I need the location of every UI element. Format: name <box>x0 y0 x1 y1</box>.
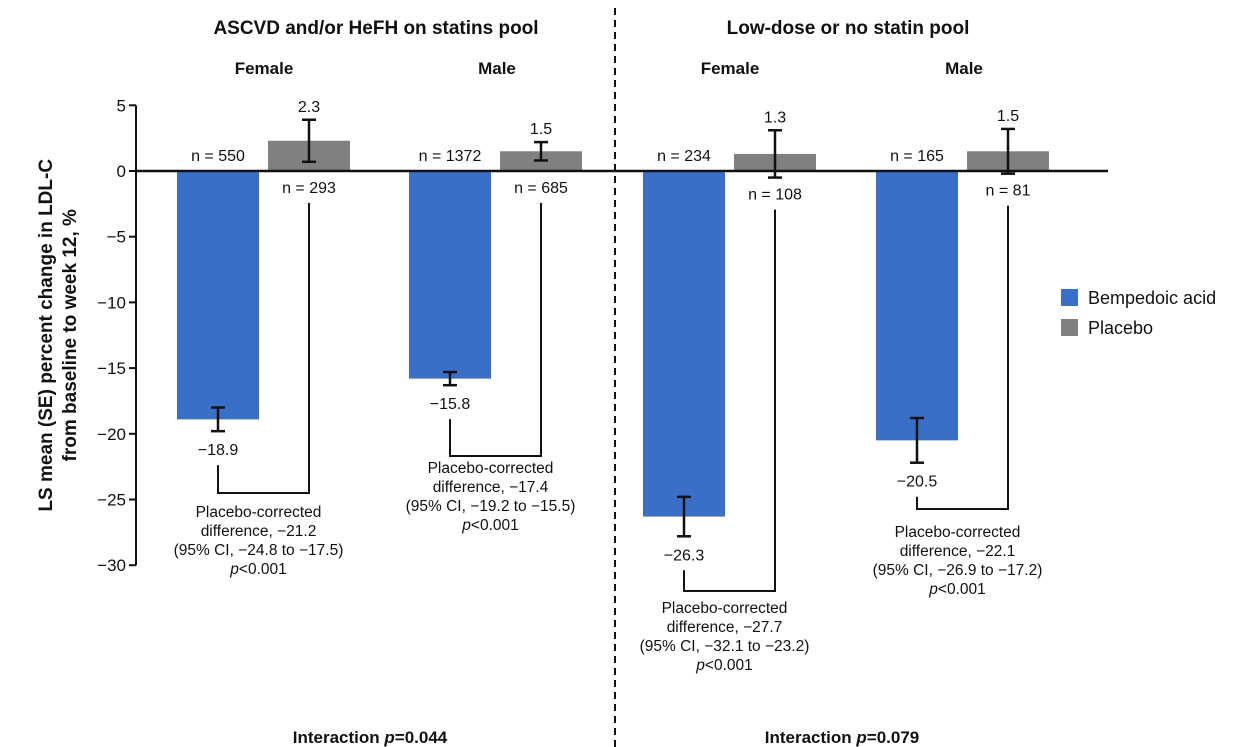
difference-text-line: difference, −17.4 <box>433 479 549 496</box>
sex-header: Male <box>945 59 983 78</box>
n-label-bempedoic-acid: n = 550 <box>191 148 245 165</box>
difference-p-part: <0.001 <box>705 657 753 674</box>
interaction-p-part: Interaction <box>293 728 385 747</box>
n-label-placebo: n = 293 <box>282 180 336 197</box>
difference-text-line: Placebo-corrected <box>662 600 788 617</box>
bar-bempedoic-acid <box>643 171 725 517</box>
n-label-bempedoic-acid: n = 234 <box>657 148 711 165</box>
interaction-p-part: Interaction <box>765 728 857 747</box>
difference-text-line: (95% CI, −26.9 to −17.2) <box>873 562 1043 579</box>
y-tick-label: −30 <box>97 556 126 575</box>
difference-p-part: <0.001 <box>938 581 986 598</box>
interaction-p-part: p <box>855 728 866 747</box>
bar-bempedoic-acid <box>409 171 491 379</box>
error-bar-bempedoic-acid <box>910 416 924 464</box>
difference-bracket <box>449 203 542 457</box>
y-axis-title-line: from baseline to week 12, % <box>60 209 81 461</box>
difference-text-line: (95% CI, −32.1 to −23.2) <box>640 638 810 655</box>
sex-header: Female <box>235 59 294 78</box>
error-bar-bempedoic-acid <box>443 370 457 387</box>
interaction-p-part: p <box>383 728 394 747</box>
difference-p-value: p<0.001 <box>461 517 518 534</box>
interaction-p-text: Interaction p=0.079 <box>765 728 920 747</box>
error-bar-placebo <box>534 140 548 162</box>
y-tick-label: −20 <box>97 425 126 444</box>
difference-text-line: Placebo-corrected <box>196 504 322 521</box>
difference-text-line: Placebo-corrected <box>428 460 554 477</box>
y-tick-label: −5 <box>107 228 126 247</box>
bar-bempedoic-acid <box>177 171 259 420</box>
y-tick-label: −15 <box>97 359 126 378</box>
difference-p-value: p<0.001 <box>695 657 752 674</box>
value-label-placebo: 1.5 <box>530 121 552 138</box>
n-label-placebo: n = 685 <box>514 180 568 197</box>
difference-bracket <box>217 203 310 494</box>
interaction-p-part: =0.044 <box>395 728 448 747</box>
difference-p-part: <0.001 <box>239 561 287 578</box>
difference-text-line: difference, −21.2 <box>201 523 317 540</box>
value-label-bempedoic-acid: −15.8 <box>430 396 471 413</box>
error-bar-placebo <box>302 118 316 164</box>
interaction-p-part: =0.079 <box>867 728 919 747</box>
n-label-bempedoic-acid: n = 1372 <box>419 148 482 165</box>
y-tick-label: −25 <box>97 491 126 510</box>
value-label-placebo: 1.5 <box>997 108 1019 125</box>
pool-title: Low-dose or no statin pool <box>727 18 970 39</box>
legend-label: Placebo <box>1088 318 1153 338</box>
y-axis-title-line: LS mean (SE) percent change in LDL-C <box>36 159 57 512</box>
difference-text-line: (95% CI, −24.8 to −17.5) <box>174 542 344 559</box>
difference-bracket <box>683 209 776 592</box>
difference-p-part: p <box>461 517 471 534</box>
sex-header: Female <box>701 59 760 78</box>
interaction-p-text: Interaction p=0.044 <box>293 728 448 747</box>
y-tick-label: 5 <box>117 96 126 115</box>
sex-header: Male <box>478 59 516 78</box>
error-bar-bempedoic-acid <box>677 495 691 538</box>
legend-swatch <box>1061 319 1078 336</box>
difference-text-line: (95% CI, −19.2 to −15.5) <box>406 498 576 515</box>
difference-text-line: Placebo-corrected <box>895 524 1021 541</box>
value-label-bempedoic-acid: −20.5 <box>897 474 938 491</box>
value-label-bempedoic-acid: −18.9 <box>198 442 239 459</box>
difference-text-line: difference, −22.1 <box>900 543 1016 560</box>
y-axis-title: LS mean (SE) percent change in LDL-C from… <box>36 159 81 512</box>
difference-text-line: difference, −27.7 <box>667 619 783 636</box>
y-tick-label: −10 <box>97 293 126 312</box>
difference-p-value: p<0.001 <box>229 561 286 578</box>
difference-p-part: <0.001 <box>471 517 519 534</box>
n-label-bempedoic-acid: n = 165 <box>890 148 944 165</box>
difference-bracket <box>916 205 1009 510</box>
error-bar-placebo <box>768 129 782 179</box>
value-label-placebo: 1.3 <box>764 109 786 126</box>
value-label-placebo: 2.3 <box>298 99 320 116</box>
n-label-placebo: n = 108 <box>748 187 802 204</box>
legend-label: Bempedoic acid <box>1088 288 1216 308</box>
n-label-placebo: n = 81 <box>986 183 1031 200</box>
difference-p-value: p<0.001 <box>928 581 985 598</box>
error-bar-placebo <box>1001 127 1015 175</box>
value-label-bempedoic-acid: −26.3 <box>664 547 705 564</box>
pool-title: ASCVD and/or HeFH on statins pool <box>213 18 538 39</box>
difference-p-part: p <box>229 561 239 578</box>
error-bar-bempedoic-acid <box>211 406 225 433</box>
difference-p-part: p <box>928 581 938 598</box>
legend-swatch <box>1061 289 1078 306</box>
difference-p-part: p <box>695 657 705 674</box>
bar-bempedoic-acid <box>876 171 958 441</box>
y-tick-label: 0 <box>117 162 126 181</box>
